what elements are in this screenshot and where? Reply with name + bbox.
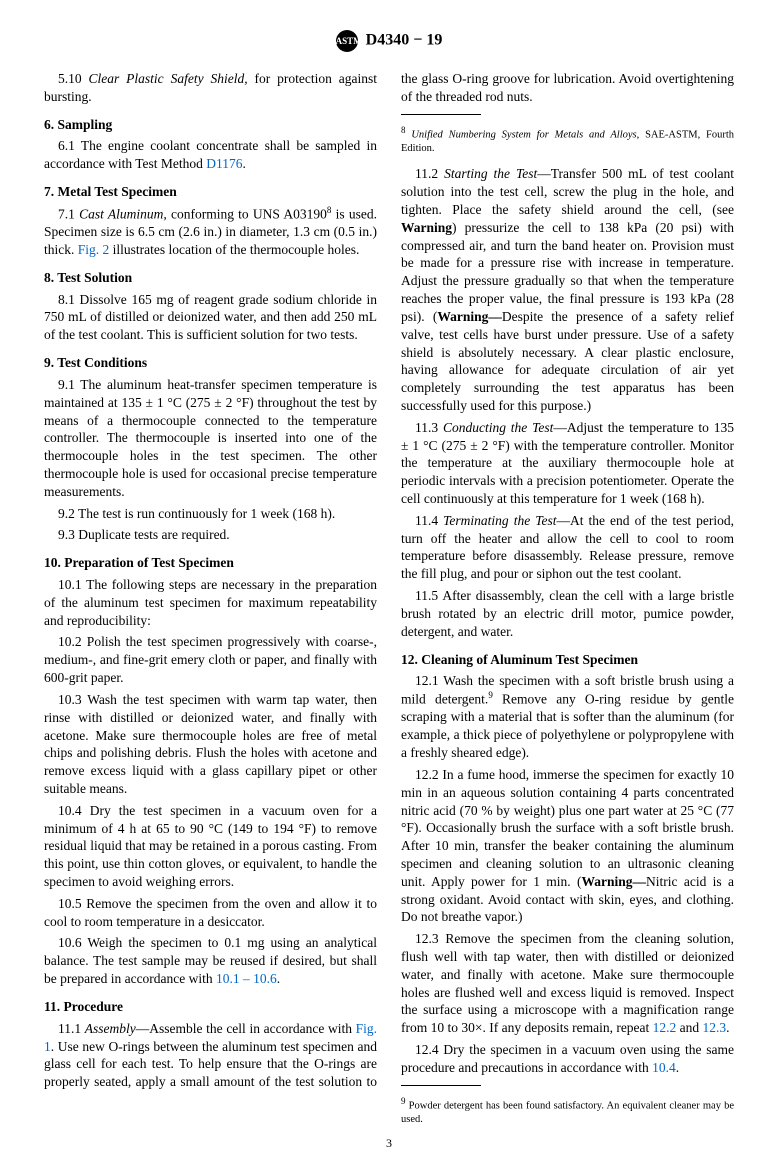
body-columns: 5.10 Clear Plastic Safety Shield, for pr… [44,70,734,1126]
para-10-2: 10.2 Polish the test specimen progressiv… [44,633,377,686]
section-12-title: 12. Cleaning of Aluminum Test Specimen [401,651,734,669]
footnote-rule [401,114,481,115]
para-6-1: 6.1 The engine coolant concentrate shall… [44,137,377,173]
para-10-6: 10.6 Weigh the specimen to 0.1 mg using … [44,934,377,987]
footnote-9: 9 Powder detergent has been found satisf… [401,1096,734,1126]
para-10-5: 10.5 Remove the specimen from the oven a… [44,895,377,931]
section-8-title: 8. Test Solution [44,269,377,287]
para-5-10: 5.10 Clear Plastic Safety Shield, for pr… [44,70,377,106]
para-12-4: 12.4 Dry the specimen in a vacuum oven u… [401,1041,734,1077]
footnote-block-right: 9 Powder detergent has been found satisf… [401,1085,734,1126]
para-10-1: 10.1 The following steps are necessary i… [44,576,377,629]
footnote-rule [401,1085,481,1086]
para-12-3: 12.3 Remove the specimen from the cleani… [401,930,734,1037]
footnote-block-left: 8 Unified Numbering System for Metals an… [401,114,734,155]
section-9-title: 9. Test Conditions [44,354,377,372]
para-11-4: 11.4 Terminating the Test—At the end of … [401,512,734,583]
para-12-1: 12.1 Wash the specimen with a soft brist… [401,672,734,762]
para-11-3: 11.3 Conducting the Test—Adjust the temp… [401,419,734,508]
para-12-2: 12.2 In a fume hood, immerse the specime… [401,766,734,926]
para-9-3: 9.3 Duplicate tests are required. [44,526,377,544]
document-page: ASTM D4340 − 19 5.10 Clear Plastic Safet… [0,0,778,1171]
para-8-1: 8.1 Dissolve 165 mg of reagent grade sod… [44,291,377,344]
page-header: ASTM D4340 − 19 [44,30,734,52]
section-6-title: 6. Sampling [44,116,377,134]
section-10-title: 10. Preparation of Test Specimen [44,554,377,572]
para-10-4: 10.4 Dry the test specimen in a vacuum o… [44,802,377,891]
para-9-2: 9.2 The test is run continuously for 1 w… [44,505,377,523]
standard-number: D4340 − 19 [366,32,443,49]
para-11-5: 11.5 After disassembly, clean the cell w… [401,587,734,640]
para-10-3: 10.3 Wash the test specimen with warm ta… [44,691,377,798]
astm-logo: ASTM [336,30,358,52]
para-11-2: 11.2 Starting the Test—Transfer 500 mL o… [401,165,734,414]
para-9-1: 9.1 The aluminum heat-transfer specimen … [44,376,377,501]
section-7-title: 7. Metal Test Specimen [44,183,377,201]
footnote-8: 8 Unified Numbering System for Metals an… [401,125,734,155]
para-7-1: 7.1 Cast Aluminum, conforming to UNS A03… [44,205,377,259]
page-number: 3 [44,1136,734,1151]
section-11-title: 11. Procedure [44,998,377,1016]
